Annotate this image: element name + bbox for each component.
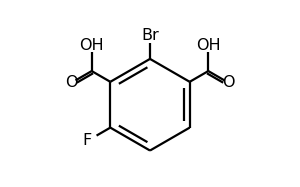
- Text: O: O: [222, 75, 235, 90]
- Text: OH: OH: [80, 38, 104, 53]
- Text: O: O: [65, 75, 78, 90]
- Text: Br: Br: [141, 28, 159, 43]
- Text: OH: OH: [196, 38, 220, 53]
- Text: F: F: [83, 133, 92, 148]
